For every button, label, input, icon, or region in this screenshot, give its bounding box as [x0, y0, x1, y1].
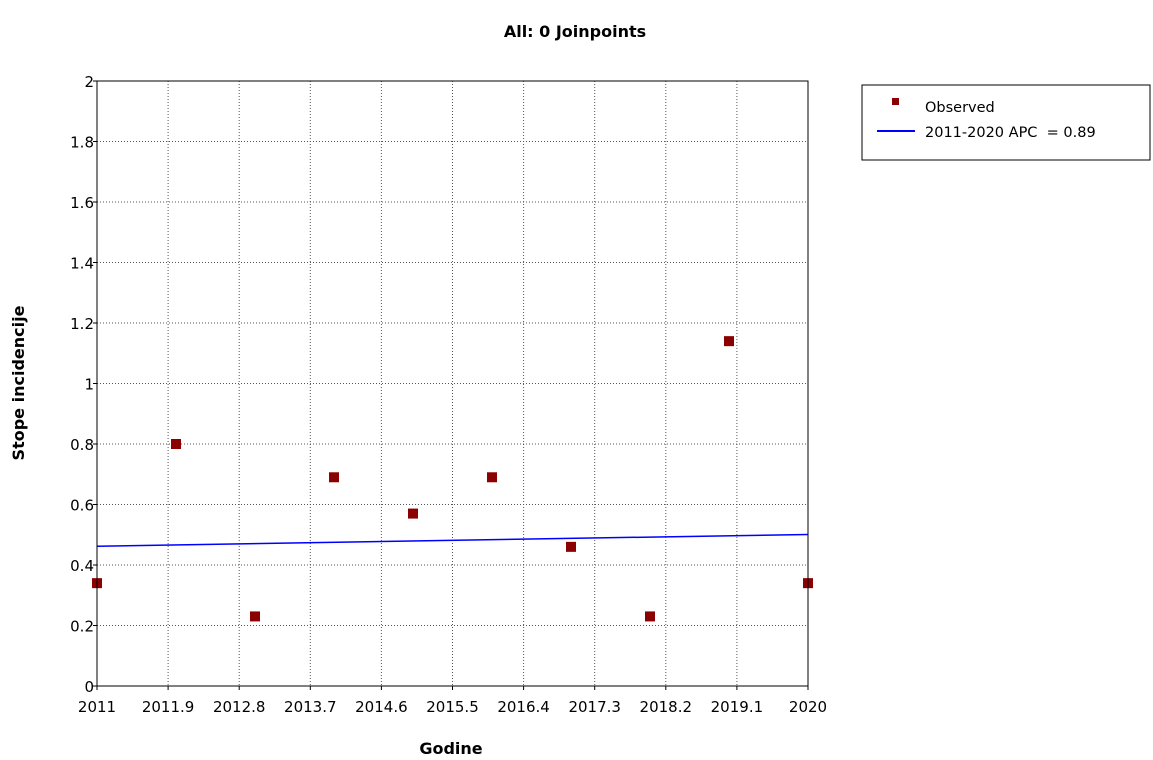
chart-title: All: 0 Joinpoints [504, 22, 646, 41]
fit-line-layer [96, 533, 809, 547]
y-tick-label: 1 [84, 376, 94, 394]
y-tick-label: 0.4 [70, 557, 94, 575]
y-tick-label: 0 [84, 678, 94, 696]
x-tick-label: 2018.2 [640, 698, 693, 716]
y-tick-label: 1.4 [70, 255, 94, 273]
x-tick-label: 2011 [78, 698, 116, 716]
x-tick-label: 2012.8 [213, 698, 266, 716]
apc-fit-line [96, 533, 809, 547]
observed-point [329, 472, 339, 483]
x-tick-label: 2016.4 [497, 698, 550, 716]
x-tick-label: 2014.6 [355, 698, 408, 716]
y-tick-label: 1.2 [70, 315, 94, 333]
tick-labels: 2011 2011.9 2012.8 2013.7 2014.6 2015.5 2016.4… [70, 73, 827, 716]
y-tick-label: 0.8 [70, 436, 94, 454]
legend-apc-label: 2011-2020 APC = 0.89 [925, 125, 1096, 141]
legend-box [861, 84, 1151, 161]
observed-point [724, 336, 734, 347]
y-tick-label: 1.6 [70, 194, 94, 212]
x-tick-label: 2013.7 [284, 698, 337, 716]
grid [97, 81, 808, 686]
legend: Observed 2011-2020 APC = 0.89 [861, 84, 1151, 161]
observed-point [645, 611, 655, 622]
y-tick-label: 1.8 [70, 134, 94, 152]
x-tick-label: 2011.9 [142, 698, 195, 716]
legend-observed-label: Observed [925, 100, 995, 116]
x-tick-label: 2017.3 [568, 698, 621, 716]
y-tick-label: 2 [84, 73, 94, 91]
x-axis-title: Godine [419, 739, 482, 758]
legend-observed-marker [892, 98, 899, 105]
y-tick-label: 0.6 [70, 497, 94, 515]
observed-point [487, 472, 497, 483]
x-tick-label: 2020 [789, 698, 827, 716]
x-tick-label: 2019.1 [711, 698, 764, 716]
observed-point [171, 439, 181, 449]
x-tick-label: 2015.5 [426, 698, 479, 716]
observed-point [408, 508, 418, 519]
y-axis-title: Stope incidencije [9, 305, 28, 460]
observed-point [250, 611, 260, 622]
y-tick-label: 0.2 [70, 618, 94, 636]
plot-area-frame [96, 80, 809, 687]
observed-point [566, 541, 576, 552]
